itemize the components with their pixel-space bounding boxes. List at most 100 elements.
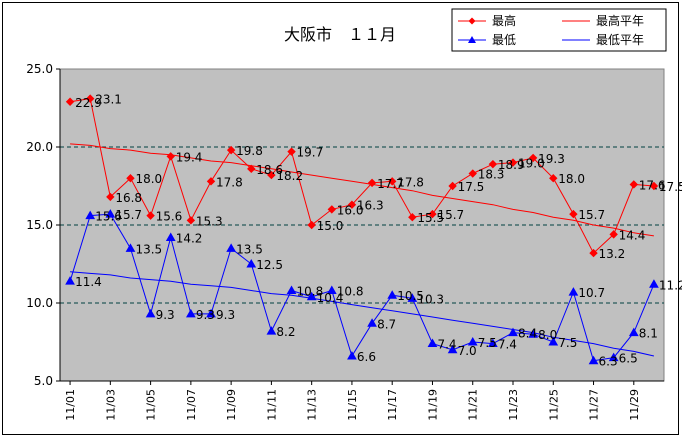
low-data-label: 8.4 xyxy=(518,327,537,341)
high-data-label: 17.6 xyxy=(639,178,666,192)
low-data-label: 7.4 xyxy=(437,338,456,352)
high-point xyxy=(649,181,659,191)
high-point xyxy=(247,164,256,174)
high-data-label: 14.4 xyxy=(619,228,646,242)
high-point xyxy=(226,145,236,155)
high-point xyxy=(166,152,175,161)
high-point xyxy=(609,230,618,239)
series-line-low xyxy=(69,213,655,362)
x-tick-label: 11/27 xyxy=(588,389,601,421)
low-data-label: 9.3 xyxy=(156,308,175,322)
x-tick-label: 11/29 xyxy=(628,389,641,421)
legend-box xyxy=(451,8,667,52)
x-tick-label: 11/23 xyxy=(507,389,520,421)
low-point xyxy=(105,209,116,218)
data-labels: 22.923.1 16.8 18.0 15.6 19.4 15.3 17.8 19.8 18.6… xyxy=(75,93,682,369)
legend-label-low: 最低 xyxy=(492,33,516,47)
series xyxy=(65,94,659,365)
high-data-label: 16.8 xyxy=(115,191,142,205)
high-point xyxy=(367,178,377,188)
high-point xyxy=(589,248,598,258)
high-data-label: 19.0 xyxy=(518,157,545,171)
low-data-label: 7.5 xyxy=(478,336,497,350)
y-tick-label: 15.0 xyxy=(26,218,53,232)
high-data-label: 19.4 xyxy=(176,150,203,164)
low-data-label: 10.7 xyxy=(578,286,605,300)
high-point xyxy=(428,209,437,219)
low-point xyxy=(246,258,257,268)
low-data-label: 7.5 xyxy=(558,336,577,350)
low-data-label: 9.3 xyxy=(216,308,235,322)
high-point xyxy=(408,212,417,222)
high-point xyxy=(206,177,216,186)
legend-marker-low xyxy=(468,36,476,43)
low-data-label: 15.6 xyxy=(95,210,122,224)
low-point xyxy=(266,326,277,335)
x-tick-label: 11/19 xyxy=(426,389,439,421)
x-tick-label: 11/17 xyxy=(386,389,399,421)
high-data-label: 19.7 xyxy=(297,146,324,160)
high-data-label: 15.7 xyxy=(578,208,605,222)
series-line-high-normal xyxy=(70,143,654,237)
high-data-label: 18.2 xyxy=(276,169,303,183)
high-point xyxy=(508,158,518,167)
low-point xyxy=(568,287,579,296)
high-point xyxy=(126,173,135,183)
high-point xyxy=(287,147,296,156)
low-point xyxy=(347,351,357,360)
low-data-label: 15.7 xyxy=(115,208,142,222)
low-point xyxy=(387,290,398,299)
low-point xyxy=(508,327,518,337)
low-point xyxy=(649,279,659,288)
low-point xyxy=(326,285,337,295)
low-point xyxy=(608,352,619,362)
grid-lines xyxy=(60,146,664,304)
low-point xyxy=(588,355,599,365)
low-point xyxy=(528,329,538,338)
x-tick-label: 11/13 xyxy=(306,389,319,421)
low-data-label: 11.4 xyxy=(75,275,102,289)
high-point xyxy=(448,181,457,191)
low-point xyxy=(306,291,317,301)
low-data-label: 10.4 xyxy=(317,291,344,305)
high-data-label: 13.2 xyxy=(599,247,626,261)
chart-title: 大阪市 １１月 xyxy=(284,25,396,44)
high-data-label: 15.7 xyxy=(437,208,464,222)
series-line-low-normal xyxy=(70,271,655,357)
x-tick-label: 11/03 xyxy=(104,389,117,421)
low-point xyxy=(206,308,216,318)
high-data-label: 22.9 xyxy=(75,96,102,110)
y-tick-label: 5.0 xyxy=(34,374,53,388)
high-point xyxy=(85,94,95,103)
x-tick-label: 11/15 xyxy=(346,389,359,421)
high-data-label: 15.3 xyxy=(196,214,223,228)
low-data-label: 6.5 xyxy=(619,352,638,366)
low-data-label: 11.2 xyxy=(659,278,682,292)
high-data-label: 18.9 xyxy=(498,158,525,172)
y-tick-label: 20.0 xyxy=(26,140,53,154)
low-data-label: 8.2 xyxy=(276,325,295,339)
low-point xyxy=(186,308,196,318)
low-point xyxy=(145,308,156,318)
high-data-label: 19.3 xyxy=(538,152,565,166)
high-data-label: 18.0 xyxy=(135,172,162,186)
high-data-label: 18.0 xyxy=(558,172,585,186)
x-tick-label: 11/01 xyxy=(64,389,77,421)
high-point xyxy=(65,97,75,106)
low-point xyxy=(286,285,297,295)
low-point xyxy=(226,243,236,252)
legend-label-high-normal: 最高平年 xyxy=(596,13,644,28)
low-point xyxy=(85,210,96,220)
low-data-label: 7.4 xyxy=(498,338,517,352)
low-data-label: 6.3 xyxy=(599,355,618,369)
x-tick-label: 11/09 xyxy=(225,389,238,421)
low-point xyxy=(65,276,75,285)
high-point xyxy=(468,169,477,178)
low-data-label: 10.5 xyxy=(397,289,424,303)
high-point xyxy=(629,180,639,189)
high-data-label: 17.5 xyxy=(659,180,682,194)
high-data-label: 16.3 xyxy=(357,199,384,213)
low-data-label: 8.1 xyxy=(639,327,658,341)
low-point xyxy=(467,336,478,346)
low-data-label: 14.2 xyxy=(176,231,203,245)
